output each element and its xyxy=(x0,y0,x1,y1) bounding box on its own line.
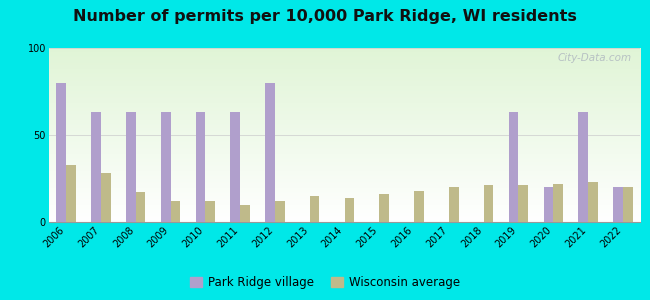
Bar xyxy=(136,192,146,222)
Bar xyxy=(275,201,285,222)
Bar xyxy=(66,165,76,222)
Text: City-Data.com: City-Data.com xyxy=(557,53,631,63)
Bar xyxy=(196,112,205,222)
Legend: Park Ridge village, Wisconsin average: Park Ridge village, Wisconsin average xyxy=(185,272,465,294)
Bar xyxy=(613,187,623,222)
Bar xyxy=(519,185,528,222)
Bar xyxy=(543,187,553,222)
Bar xyxy=(553,184,563,222)
Bar xyxy=(57,83,66,222)
Bar xyxy=(205,201,215,222)
Bar xyxy=(449,187,459,222)
Bar xyxy=(230,112,240,222)
Bar xyxy=(101,173,111,222)
Bar xyxy=(578,112,588,222)
Bar xyxy=(344,198,354,222)
Bar xyxy=(240,205,250,222)
Bar xyxy=(170,201,180,222)
Bar xyxy=(588,182,598,222)
Text: Number of permits per 10,000 Park Ridge, WI residents: Number of permits per 10,000 Park Ridge,… xyxy=(73,9,577,24)
Bar xyxy=(623,187,632,222)
Bar xyxy=(414,191,424,222)
Bar xyxy=(309,196,319,222)
Bar xyxy=(380,194,389,222)
Bar xyxy=(484,185,493,222)
Bar xyxy=(161,112,170,222)
Bar xyxy=(265,83,275,222)
Bar xyxy=(126,112,136,222)
Bar xyxy=(509,112,519,222)
Bar xyxy=(91,112,101,222)
